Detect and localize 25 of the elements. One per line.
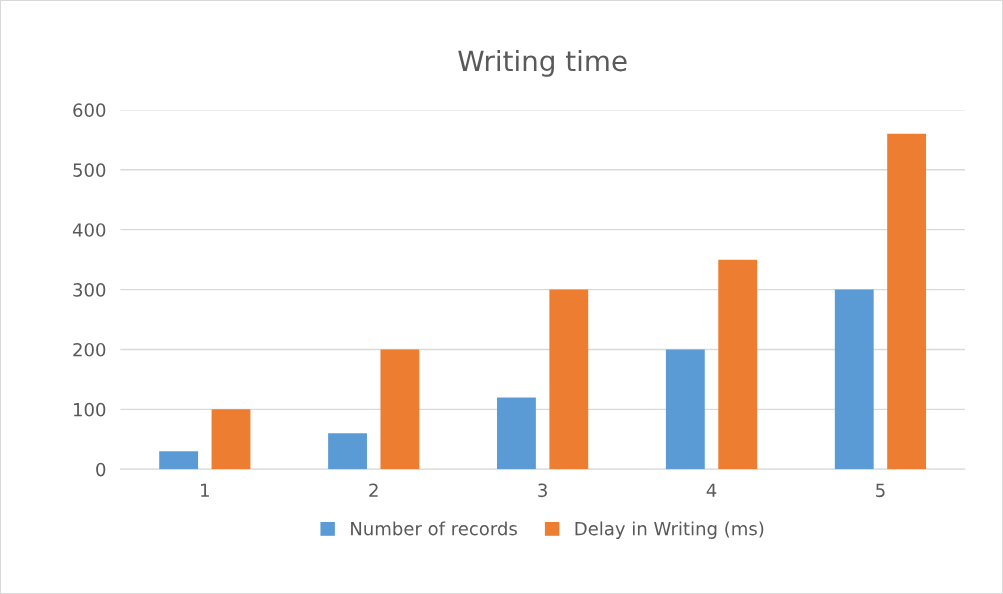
- bar: [380, 349, 420, 470]
- legend-label: Number of records: [351, 521, 517, 536]
- bar: [159, 451, 199, 470]
- bar: [718, 259, 758, 470]
- x-tick-label: 4: [706, 483, 717, 497]
- bar: [211, 409, 251, 470]
- bar: [497, 397, 536, 470]
- chart-title: Writing time: [458, 49, 627, 77]
- y-tick-label: 400: [72, 223, 106, 237]
- bar: [549, 289, 589, 470]
- bar: [328, 433, 367, 470]
- x-tick-label: 5: [876, 483, 885, 498]
- y-tick-label: 600: [73, 103, 106, 118]
- y-tick-label: 100: [73, 402, 106, 417]
- x-tick-label: 1: [201, 483, 209, 497]
- y-tick-label: 0: [96, 462, 106, 477]
- y-tick-label: 200: [73, 342, 106, 357]
- y-tick-label: 300: [73, 283, 106, 297]
- bar: [887, 133, 927, 470]
- legend-label: Delay in Writing (ms): [575, 521, 764, 539]
- y-tick-label: 500: [73, 163, 106, 177]
- bar: [665, 349, 705, 470]
- x-tick-label: 2: [369, 483, 378, 497]
- bar: [834, 289, 874, 470]
- x-tick-label: 3: [538, 483, 547, 498]
